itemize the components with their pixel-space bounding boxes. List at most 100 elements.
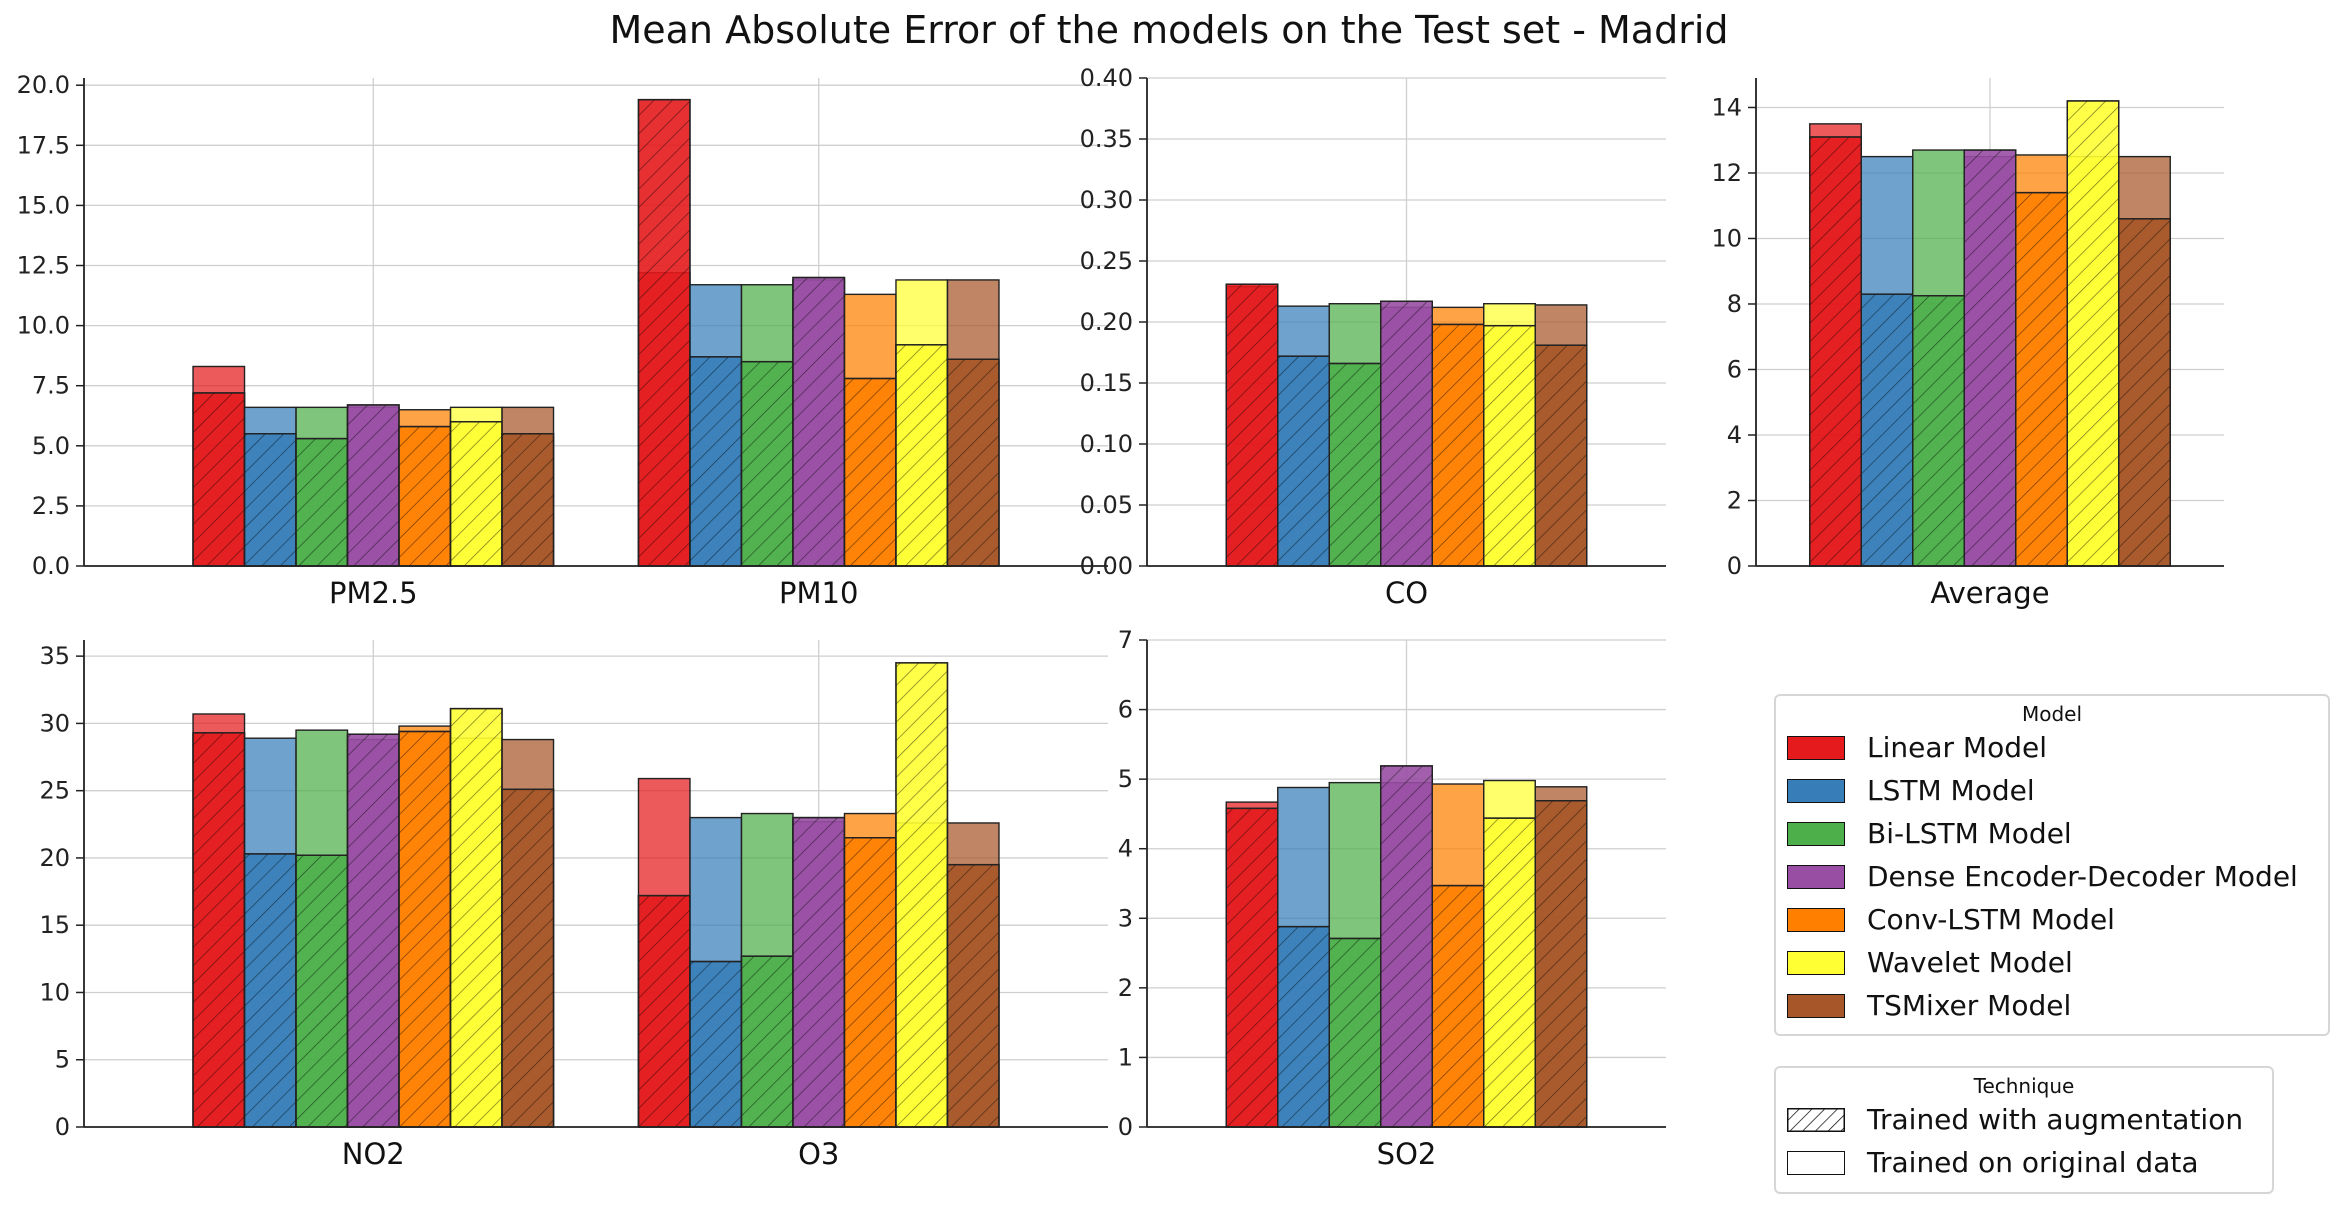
bar-augmented-hatch [946,358,1000,567]
y-tick-label: 2 [1118,974,1133,1002]
y-tick-label: 0.30 [1080,186,1133,214]
legend-label: Linear Model [1867,731,2047,764]
y-tick-label: 20.0 [17,71,70,99]
y-tick-label: 6 [1727,355,1742,383]
bar-augmented-hatch [346,404,400,567]
bar-augmented-hatch [1431,323,1485,567]
hatch-swatch [1787,1107,1845,1132]
bar-augmented-hatch [1809,136,1862,567]
bar-augmented-hatch [843,377,897,567]
bar-augmented-hatch [1328,937,1382,1128]
y-tick-label: 0.0 [32,552,70,580]
y-tick-label: 10.0 [17,312,70,340]
bar-augmented-hatch [398,730,452,1128]
bar-augmented-hatch [1483,324,1536,567]
legend-item-model: LSTM Model [1776,769,2328,812]
y-tick-label: 0 [1118,1113,1133,1141]
bar-augmented-hatch [946,863,1000,1128]
bar-augmented-hatch [637,98,691,567]
bar-augmented-hatch [1328,362,1382,567]
y-tick-label: 8 [1727,290,1742,318]
legend-label-augmented: Trained with augmentation [1867,1103,2244,1136]
chart-panel: 0 5 10 15 20 25 30 35 NO2 O3 [39,640,1108,1171]
legend-label: Conv-LSTM Model [1867,903,2115,936]
bar-augmented-hatch [689,960,743,1128]
bar-augmented-hatch [2118,218,2171,567]
bar-augmented-hatch [1277,925,1330,1128]
y-tick-label: 0.20 [1080,308,1133,336]
bar-augmented-hatch [1912,295,1965,567]
legend-item-model: Linear Model [1776,726,2328,769]
chart-panel: 0 2 4 6 8 10 12 14 Average [1711,78,2224,610]
bar-augmented-hatch [346,733,400,1128]
x-tick-label: O3 [798,1137,839,1171]
y-tick-label: 7.5 [32,372,70,400]
y-tick-label: 12.5 [17,252,70,280]
x-tick-label: CO [1385,576,1428,610]
y-tick-label: 12 [1711,159,1742,187]
legend-swatch [1787,864,1845,889]
y-tick-label: 0.00 [1080,552,1133,580]
bar-augmented-hatch [295,437,349,567]
legend-label: Wavelet Model [1867,946,2073,979]
bar-augmented-hatch [792,816,846,1128]
legend-label: Dense Encoder-Decoder Model [1867,860,2298,893]
bar-augmented-hatch [1534,344,1588,567]
y-tick-label: 0.15 [1080,369,1133,397]
y-tick-label: 0.05 [1080,491,1133,519]
legend-item-model: Wavelet Model [1776,941,2328,984]
model-legend: Model Linear Model LSTM Model Bi-LSTM Mode… [1774,694,2330,1036]
y-tick-label: 3 [1118,904,1133,932]
y-tick-label: 15 [39,911,70,939]
bar-augmented-hatch [637,894,691,1128]
bar-augmented-hatch [843,837,897,1128]
bar-augmented-hatch [895,344,949,567]
y-tick-label: 25 [39,777,70,805]
x-tick-label: SO2 [1377,1137,1437,1171]
legend-swatch [1787,907,1845,932]
y-tick-label: 0.35 [1080,125,1133,153]
y-tick-label: 0 [55,1113,70,1141]
legend-label-original: Trained on original data [1867,1146,2199,1179]
bar-augmented-hatch [740,955,794,1128]
x-tick-label: PM2.5 [329,576,418,610]
y-tick-label: 4 [1727,421,1742,449]
y-tick-label: 5 [1118,765,1133,793]
bar-augmented-hatch [740,360,794,567]
bar-augmented-hatch [1431,884,1485,1128]
y-tick-label: 0.40 [1080,64,1133,92]
legend-swatch [1787,950,1845,975]
y-tick-label: 20 [39,844,70,872]
legend-swatch [1787,735,1845,760]
bar-augmented-hatch [1534,800,1588,1128]
y-tick-label: 0.25 [1080,247,1133,275]
legend-item-model: Bi-LSTM Model [1776,812,2328,855]
y-tick-label: 7 [1118,626,1133,654]
bar-augmented-hatch [792,276,846,567]
legend-swatch [1787,993,1845,1018]
bar-augmented-hatch [1963,149,2017,567]
bar-augmented-hatch [2015,191,2068,567]
legend-item-original: Trained on original data [1776,1141,2272,1184]
legend-swatch [1787,821,1845,846]
y-tick-label: 5 [55,1046,70,1074]
legend-item-augmented: Trained with augmentation [1776,1098,2272,1141]
y-tick-label: 15.0 [17,191,70,219]
y-tick-label: 1 [1118,1043,1133,1071]
bar-augmented-hatch [501,433,555,567]
bar-augmented-hatch [1225,283,1279,567]
y-tick-label: 10 [39,978,70,1006]
bar-augmented-hatch [243,433,297,567]
technique-legend: Technique Trained with augmentation Trai… [1774,1066,2274,1194]
model-legend-title: Model [2021,702,2083,726]
legend-item-model: Dense Encoder-Decoder Model [1776,855,2328,898]
y-tick-label: 35 [39,642,70,670]
chart-panel: 0.00 0.05 0.10 0.15 0.20 0.25 0.30 0.35 0.40 CO [1080,64,1666,610]
bar-augmented-hatch [689,356,743,567]
x-tick-label: NO2 [342,1137,405,1171]
x-tick-label: PM10 [779,576,858,610]
y-tick-label: 17.5 [17,131,70,159]
y-tick-label: 5.0 [32,432,70,460]
bar-augmented-hatch [1860,293,1914,567]
